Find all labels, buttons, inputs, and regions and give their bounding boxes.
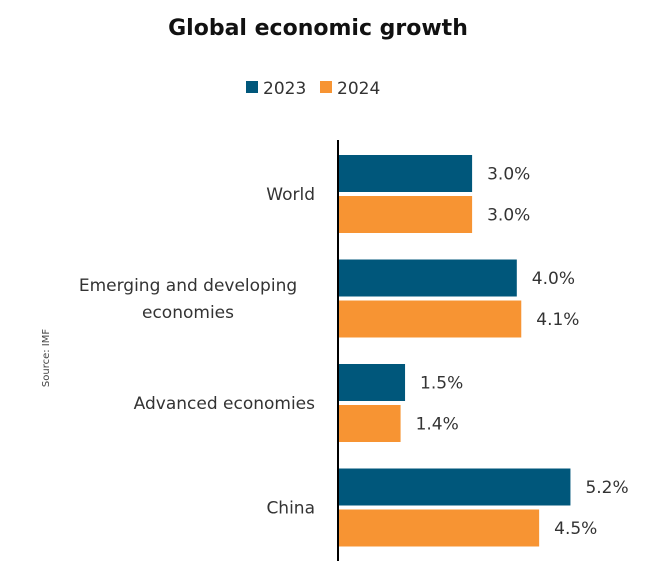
category-label-line: Advanced economies	[134, 394, 315, 414]
category-label-1: Emerging and developing economies	[79, 276, 297, 323]
source-note: Source: IMF	[41, 329, 52, 387]
legend-label-2024: 2024	[337, 79, 380, 99]
chart-title: Global economic growth	[168, 16, 468, 41]
data-label-2024-0: 3.0%	[487, 206, 530, 226]
category-label-line: Emerging and developing	[79, 276, 297, 296]
data-label-2024-3: 4.5%	[554, 519, 597, 539]
data-label-2023-0: 3.0%	[487, 165, 530, 185]
category-label-3: China	[266, 499, 315, 519]
category-labels: World Emerging and developing economies Adv…	[79, 185, 315, 519]
bar-2024-0	[338, 196, 473, 233]
legend-swatch-2024	[320, 81, 332, 93]
category-label-0: World	[266, 185, 315, 205]
bar-2024-3	[338, 509, 540, 547]
bar-2024-2	[338, 405, 401, 442]
category-label-2: Advanced economies	[134, 394, 315, 414]
bar-2023-1	[338, 259, 517, 297]
bar-2023-3	[338, 468, 571, 506]
data-label-2024-1: 4.1%	[536, 310, 579, 330]
data-label-2024-2: 1.4%	[416, 415, 459, 435]
bar-2023-2	[338, 364, 406, 401]
legend-swatch-2023	[246, 81, 258, 93]
data-labels: 3.0% 3.0% 4.0% 4.1% 1.5% 1.4% 5.2% 4.5%	[416, 165, 629, 540]
bars-group	[338, 155, 571, 547]
category-label-line: World	[266, 185, 315, 205]
data-label-2023-2: 1.5%	[420, 374, 463, 394]
data-label-2023-1: 4.0%	[532, 269, 575, 289]
bar-2023-0	[338, 155, 473, 192]
legend: 2023 2024	[246, 79, 380, 99]
data-label-2023-3: 5.2%	[585, 478, 628, 498]
category-label-line: China	[266, 499, 315, 519]
legend-label-2023: 2023	[263, 79, 306, 99]
category-label-line: economies	[142, 303, 234, 323]
bar-2024-1	[338, 300, 522, 338]
